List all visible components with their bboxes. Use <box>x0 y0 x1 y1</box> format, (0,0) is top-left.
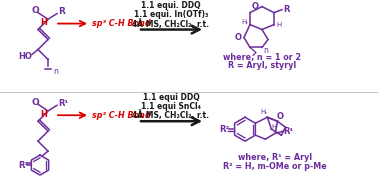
Text: H: H <box>276 22 282 28</box>
Text: R²: R² <box>219 125 229 134</box>
Text: H: H <box>40 18 47 27</box>
Text: O: O <box>234 33 242 42</box>
Text: O: O <box>251 2 259 11</box>
Text: 1.1 equi SnCl₄: 1.1 equi SnCl₄ <box>141 102 201 111</box>
Text: n: n <box>263 46 268 55</box>
Text: R¹: R¹ <box>284 127 293 136</box>
Text: sp³ C-H Bond: sp³ C-H Bond <box>92 111 150 120</box>
Text: O: O <box>277 112 284 121</box>
Text: where, n = 1 or 2: where, n = 1 or 2 <box>223 53 301 62</box>
Text: R²: R² <box>18 161 28 170</box>
Text: H: H <box>272 124 277 130</box>
Text: O: O <box>31 98 39 107</box>
Text: R: R <box>59 7 65 16</box>
Text: HO: HO <box>18 52 32 61</box>
Text: R = Aryl, styryl: R = Aryl, styryl <box>228 61 296 70</box>
Text: n: n <box>53 67 58 76</box>
Text: O: O <box>31 6 39 15</box>
Text: where, R¹ = Aryl: where, R¹ = Aryl <box>238 153 312 162</box>
Text: sp³ C-H Bond: sp³ C-H Bond <box>92 19 150 28</box>
Text: 1.1 equi. In(OTf)₃: 1.1 equi. In(OTf)₃ <box>134 10 208 19</box>
Text: 1.1 equi DDQ: 1.1 equi DDQ <box>143 93 199 102</box>
Text: R: R <box>283 5 289 14</box>
Text: R² = H, m-OMe or p-Me: R² = H, m-OMe or p-Me <box>223 162 327 171</box>
Text: H: H <box>40 110 47 119</box>
Text: R¹: R¹ <box>58 99 68 108</box>
Text: Hᵣ: Hᵣ <box>242 19 248 25</box>
Text: 1.1 equi. DDQ: 1.1 equi. DDQ <box>141 1 201 10</box>
Text: Hᵣ: Hᵣ <box>260 109 267 115</box>
Text: 4Å MS, CH₂Cl₂, r.t.: 4Å MS, CH₂Cl₂, r.t. <box>133 110 209 120</box>
Text: 4Å MS, CH₂Cl₂, r.t.: 4Å MS, CH₂Cl₂, r.t. <box>133 19 209 29</box>
